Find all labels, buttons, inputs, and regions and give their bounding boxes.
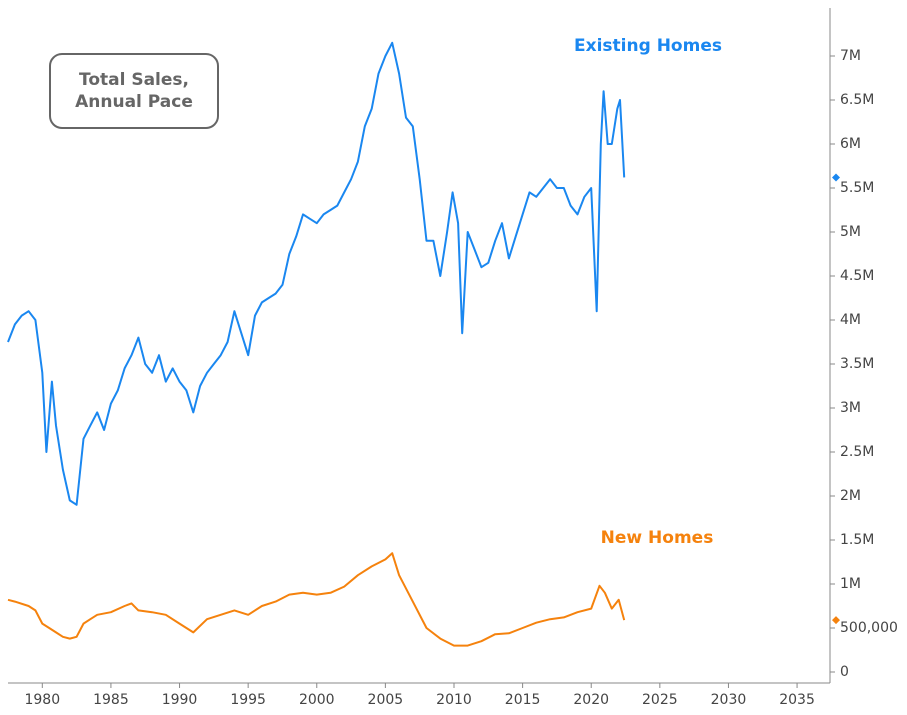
x-tick-label: 2035 <box>779 692 815 708</box>
x-tick-label: 2020 <box>573 692 609 708</box>
x-tick-label: 1985 <box>93 692 129 708</box>
y-tick-label: 1.5M <box>840 532 874 548</box>
y-tick-label: 4.5M <box>840 268 874 284</box>
series-label: Existing Homes <box>574 36 722 56</box>
y-tick-label: 4M <box>840 312 861 328</box>
annotation-box <box>49 53 219 129</box>
x-tick-label: 2010 <box>436 692 472 708</box>
y-tick-label: 7M <box>840 48 861 64</box>
x-tick-label: 2025 <box>642 692 678 708</box>
y-tick-label: 2.5M <box>840 444 874 460</box>
last-value-marker <box>832 616 840 625</box>
x-tick-label: 2015 <box>505 692 541 708</box>
last-value-marker <box>832 173 840 182</box>
y-tick-label: 3M <box>840 400 861 416</box>
x-tick-label: 1990 <box>162 692 198 708</box>
x-tick-label: 1980 <box>24 692 60 708</box>
x-tick-label: 2000 <box>299 692 335 708</box>
x-tick-label: 2030 <box>711 692 747 708</box>
y-tick-label: 5.5M <box>840 180 874 196</box>
y-tick-label: 0 <box>840 664 849 680</box>
y-tick-label: 6M <box>840 136 861 152</box>
y-tick-label: 5M <box>840 224 861 240</box>
y-tick-label: 3.5M <box>840 356 874 372</box>
y-tick-label: 1M <box>840 576 861 592</box>
line-series <box>7 41 626 506</box>
y-tick-label: 6.5M <box>840 92 874 108</box>
x-tick-label: 2005 <box>368 692 404 708</box>
y-tick-label: 2M <box>840 488 861 504</box>
x-tick-label: 1995 <box>230 692 266 708</box>
line-series <box>7 552 626 647</box>
series-label: New Homes <box>601 528 714 548</box>
annotation: Total Sales, Annual Pace <box>75 70 193 112</box>
y-tick-label: 500,000 <box>840 620 898 636</box>
